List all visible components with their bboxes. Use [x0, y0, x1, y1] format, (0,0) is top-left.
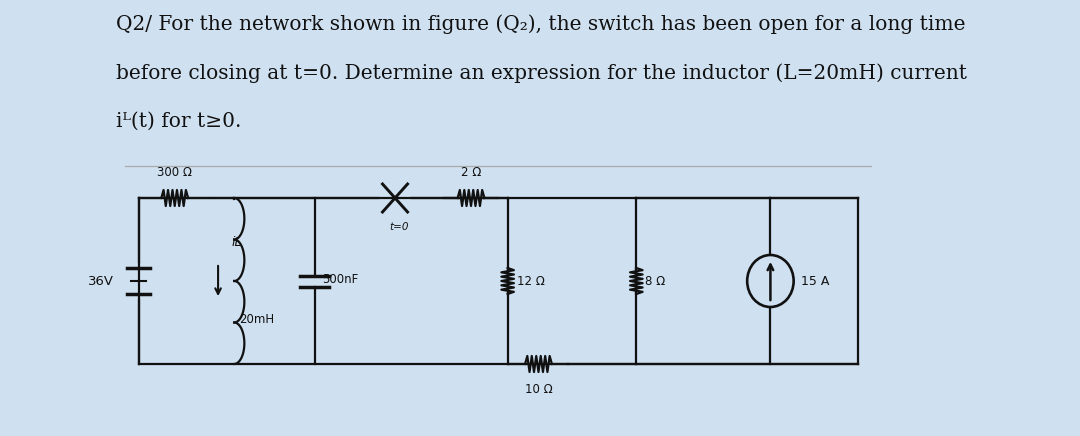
- Text: 20mH: 20mH: [240, 313, 274, 326]
- Text: 10 Ω: 10 Ω: [525, 383, 552, 396]
- Text: 12 Ω: 12 Ω: [516, 275, 544, 287]
- Text: Q2/ For the network shown in figure (Q₂), the switch has been open for a long ti: Q2/ For the network shown in figure (Q₂)…: [117, 14, 966, 34]
- Text: 15 A: 15 A: [800, 275, 829, 287]
- Text: 36V: 36V: [87, 275, 113, 287]
- Text: 300 Ω: 300 Ω: [158, 166, 192, 179]
- Text: 8 Ω: 8 Ω: [645, 275, 665, 287]
- Text: 2 Ω: 2 Ω: [461, 166, 482, 179]
- Text: before closing at t=0. Determine an expression for the inductor (L=20mH) current: before closing at t=0. Determine an expr…: [117, 63, 968, 83]
- Text: t=0: t=0: [389, 222, 408, 232]
- Text: 500nF: 500nF: [322, 272, 357, 286]
- Text: iᴸ(t) for t≥0.: iᴸ(t) for t≥0.: [117, 112, 242, 131]
- Text: iL: iL: [231, 236, 242, 249]
